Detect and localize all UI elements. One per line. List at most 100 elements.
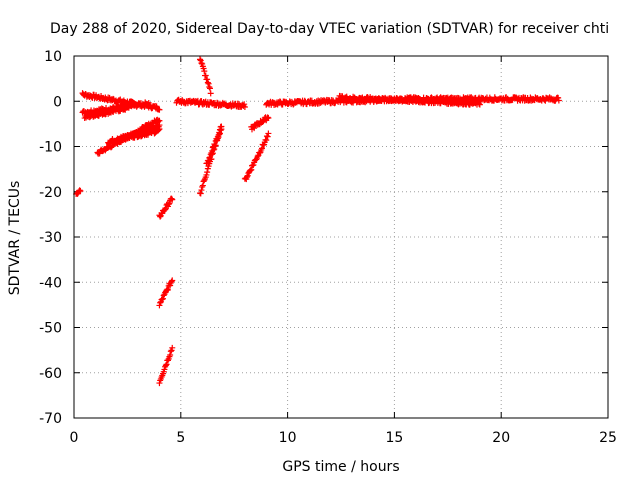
data-point <box>260 117 267 124</box>
data-point <box>155 126 162 133</box>
data-point <box>209 147 216 154</box>
data-point <box>476 101 483 108</box>
y-tick-label: -40 <box>39 275 62 291</box>
series-arc-c <box>113 125 163 144</box>
x-axis-label: GPS time / hours <box>282 459 399 475</box>
data-point <box>157 299 164 306</box>
series-drop-1 <box>156 195 176 220</box>
data-point <box>199 182 206 189</box>
data-point <box>204 79 211 86</box>
data-point <box>156 106 163 113</box>
y-tick-label: -70 <box>39 411 62 427</box>
data-point <box>207 90 214 97</box>
data-point <box>163 361 170 368</box>
data-point <box>200 65 207 72</box>
data-point <box>169 196 176 203</box>
data-point <box>206 84 213 91</box>
data-point <box>214 135 221 142</box>
y-tick-label: -10 <box>39 140 62 156</box>
data-point <box>197 57 204 64</box>
series-main-band-3 <box>335 92 483 108</box>
data-point <box>202 72 209 79</box>
data-point <box>254 153 261 160</box>
series-rise-top <box>197 56 214 97</box>
plot-frame <box>73 55 609 419</box>
data-point <box>217 127 224 134</box>
axis-ticks: 0 5 10 15 20 25 10 0 -10 -20 -30 -40 -50 -60 -70 <box>39 49 617 446</box>
data-point <box>216 130 223 137</box>
data-point <box>162 362 169 369</box>
y-tick-label: -20 <box>39 185 62 201</box>
data-point <box>197 190 204 197</box>
data-point <box>241 101 248 108</box>
data-point <box>164 286 171 293</box>
data-point <box>197 56 204 63</box>
chart-title: Day 288 of 2020, Sidereal Day-to-day VTE… <box>50 21 609 37</box>
y-axis-label: SDTVAR / TECUs <box>7 181 23 296</box>
data-point <box>168 195 175 202</box>
y-tick-label: 10 <box>44 49 62 65</box>
x-tick-label: 20 <box>492 430 510 446</box>
data-point <box>555 97 562 104</box>
data-point <box>204 169 211 176</box>
data-point <box>156 380 163 387</box>
series-early-isolated <box>73 187 84 198</box>
y-tick-label: -30 <box>39 230 62 246</box>
data-point <box>198 187 205 194</box>
series-curve-b <box>203 126 225 167</box>
data-point <box>476 100 483 107</box>
data-point <box>156 302 163 309</box>
data-point <box>201 68 208 75</box>
x-tick-label: 15 <box>385 430 403 446</box>
data-point <box>145 99 152 106</box>
series-mid-band-1 <box>173 96 248 111</box>
y-tick-label: 0 <box>53 94 62 110</box>
data-point <box>218 126 225 133</box>
data-point <box>123 104 130 111</box>
x-tick-label: 25 <box>599 430 617 446</box>
data-point <box>169 277 176 284</box>
data-point <box>263 137 270 144</box>
series-drop-2 <box>156 277 176 309</box>
data-point <box>244 173 251 180</box>
data-point <box>205 80 212 87</box>
data-point <box>108 143 115 150</box>
data-point <box>161 366 168 373</box>
data-point <box>258 145 265 152</box>
data-point <box>156 125 163 132</box>
x-tick-label: 10 <box>279 430 297 446</box>
data-point <box>77 188 84 195</box>
data-point <box>198 60 205 67</box>
data-point <box>265 130 272 137</box>
grid-lines <box>74 56 608 418</box>
series-curve-c <box>241 130 272 183</box>
x-tick-label: 0 <box>70 430 79 446</box>
data-point <box>169 344 176 351</box>
data-point <box>167 282 174 289</box>
data-point <box>206 154 213 161</box>
y-tick-label: -60 <box>39 366 62 382</box>
series-curve-d <box>248 114 272 133</box>
data-point <box>166 200 173 207</box>
data-point <box>211 142 218 149</box>
data-point <box>215 134 222 141</box>
data-point <box>248 166 255 173</box>
data-point <box>241 103 248 110</box>
data-point <box>167 351 174 358</box>
data-point <box>199 183 206 190</box>
data-point <box>203 171 210 178</box>
data-point <box>124 103 131 110</box>
series-drop-3 <box>156 344 176 387</box>
x-tick-label: 5 <box>176 430 185 446</box>
data-point <box>102 147 109 154</box>
data-point <box>76 187 83 194</box>
data-point <box>265 114 272 121</box>
series-band-low <box>81 103 131 122</box>
data-point <box>165 201 172 208</box>
data-point <box>204 76 211 83</box>
data-points <box>73 56 562 387</box>
data-point <box>167 348 174 355</box>
data-point <box>168 278 175 285</box>
data-point <box>206 154 213 161</box>
